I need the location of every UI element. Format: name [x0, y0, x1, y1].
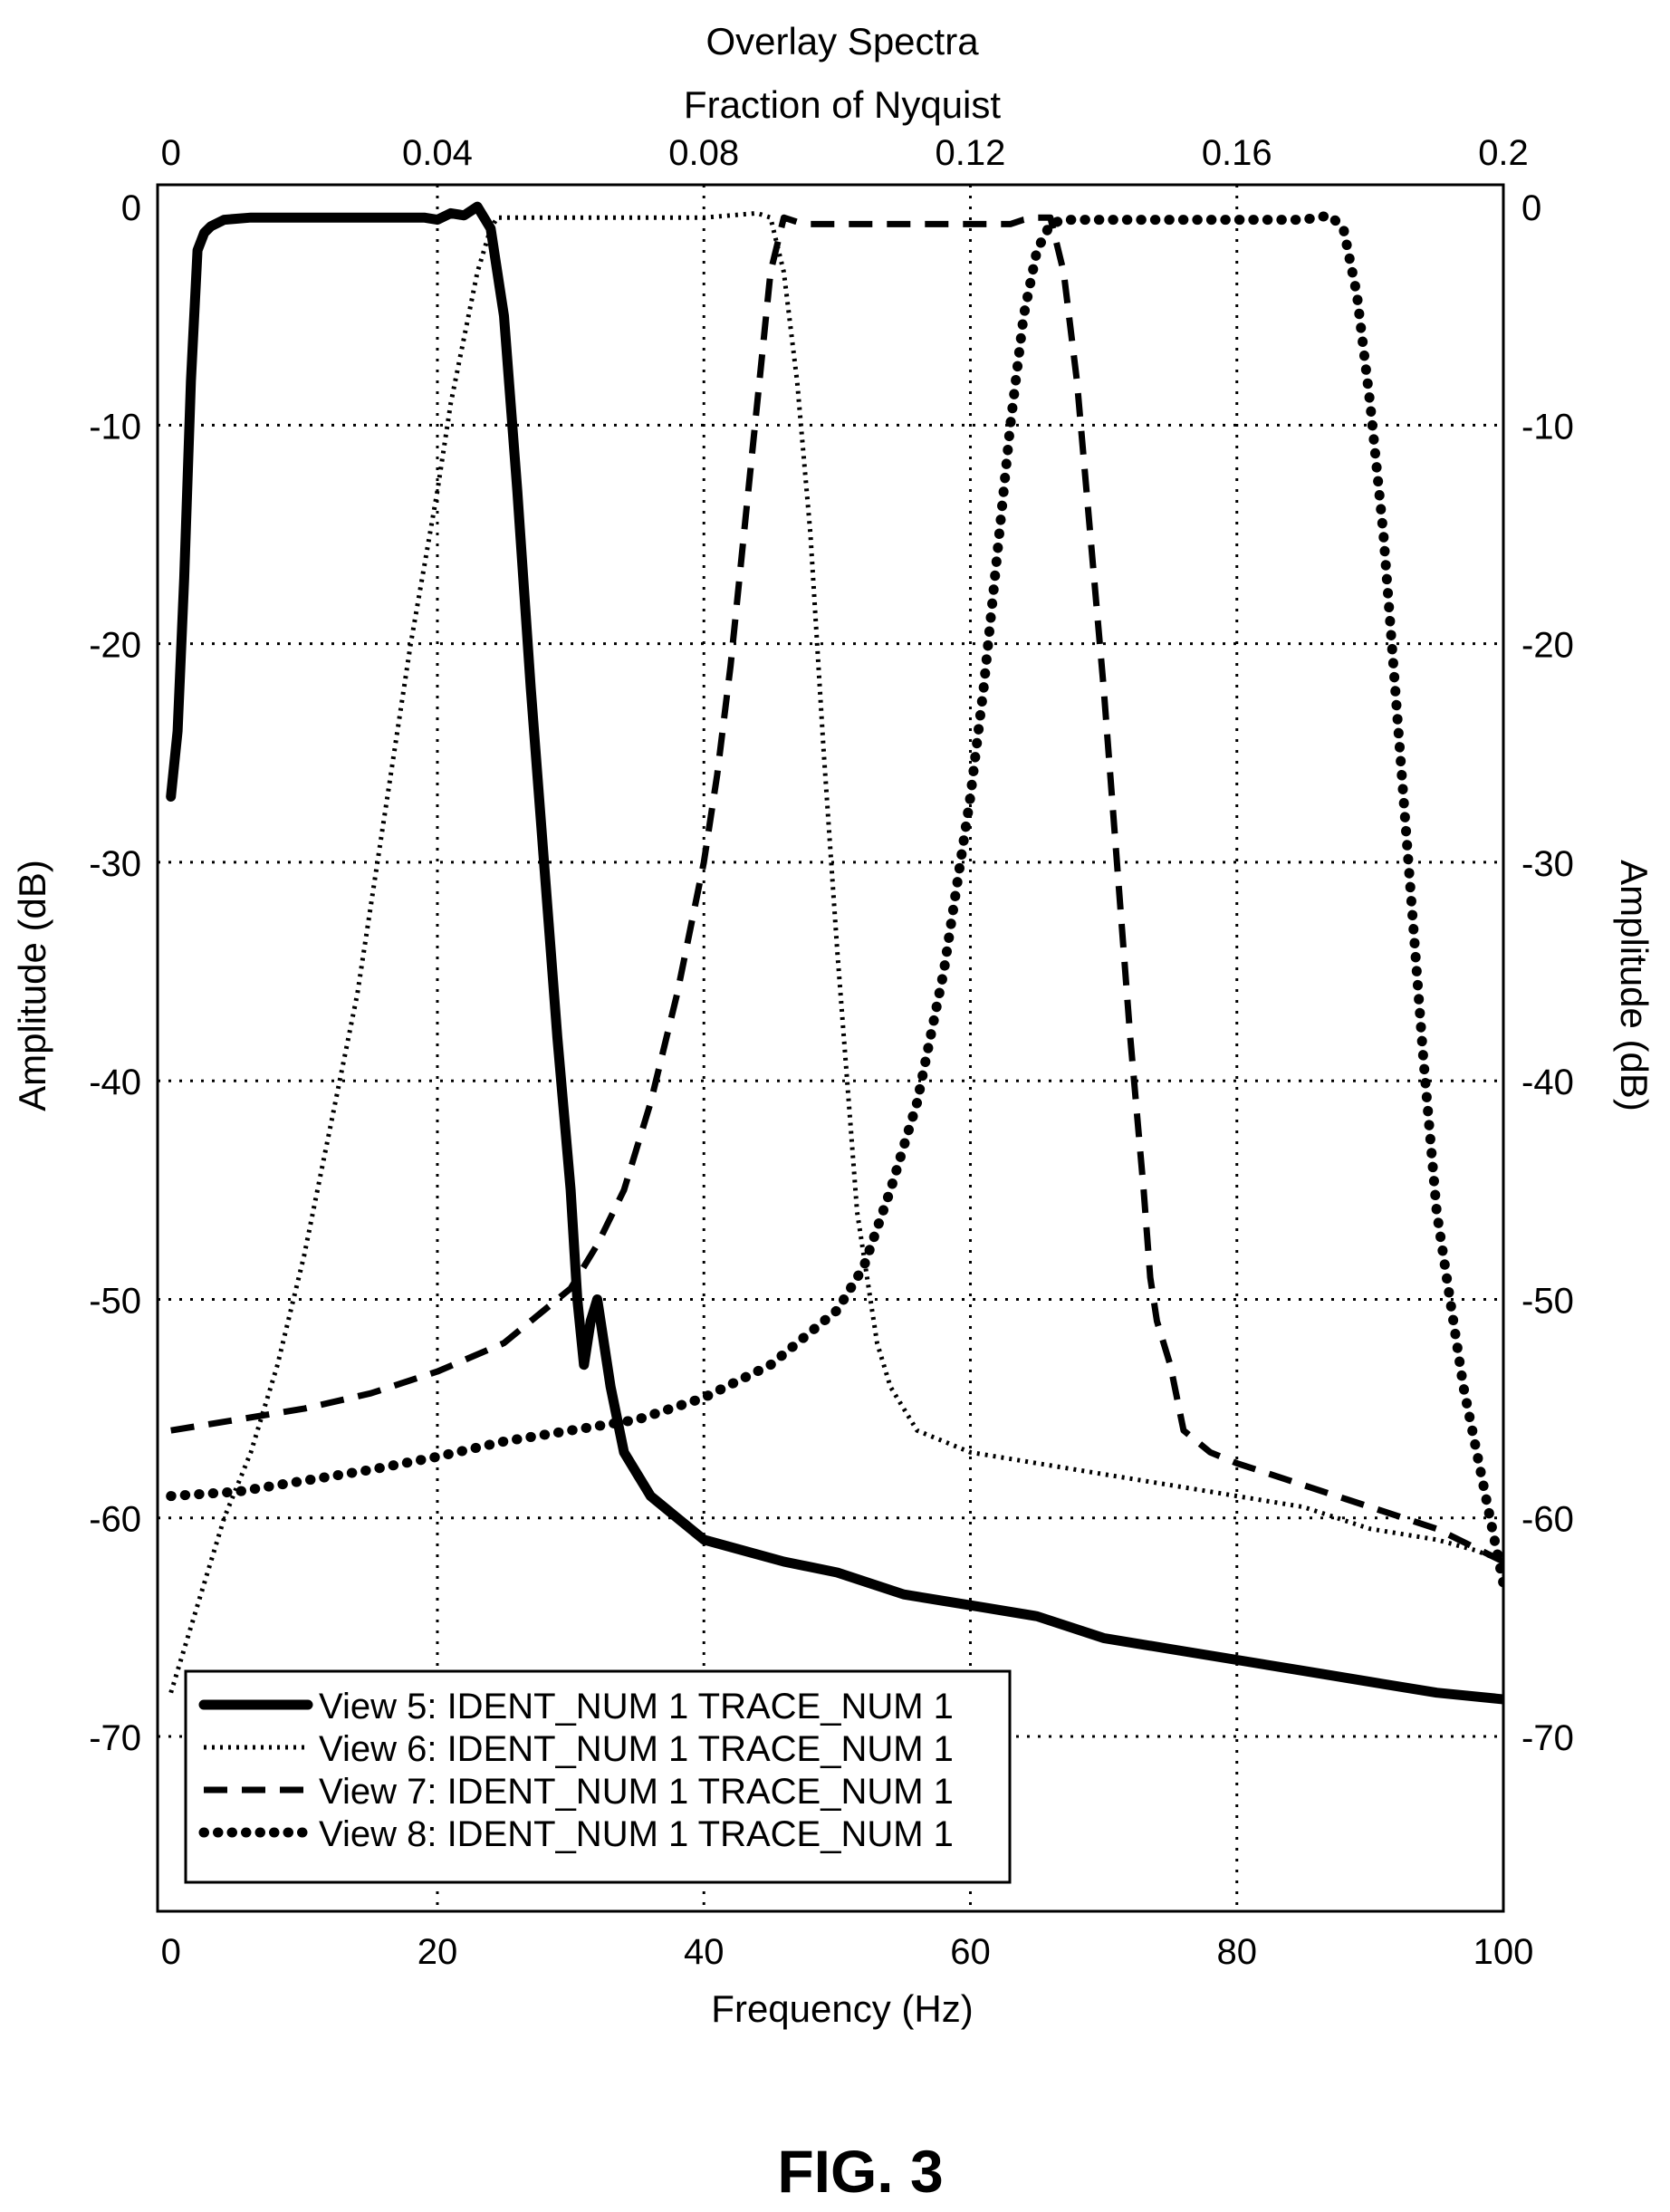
- x-tick-label: 0: [161, 1932, 181, 1972]
- x-tick-label: 20: [418, 1932, 458, 1972]
- y-right-tick-label: -70: [1521, 1718, 1574, 1758]
- legend-label: View 8: IDENT_NUM 1 TRACE_NUM 1: [319, 1814, 954, 1854]
- y-tick-label: -50: [89, 1281, 141, 1321]
- y-right-tick-label: 0: [1521, 188, 1541, 228]
- y-right-tick-label: -30: [1521, 844, 1574, 884]
- top-tick-label: 0.08: [668, 133, 739, 173]
- top-tick-label: 0.2: [1478, 133, 1529, 173]
- legend-label: View 5: IDENT_NUM 1 TRACE_NUM 1: [319, 1687, 954, 1726]
- series-line-view-8: [166, 210, 1503, 1589]
- x-tick-label: 80: [1216, 1932, 1257, 1972]
- plot-area: [156, 183, 1505, 1913]
- y-tick-label: -20: [89, 626, 141, 666]
- top-tick-label: 0: [161, 133, 181, 173]
- grid-lines: [158, 185, 1503, 1911]
- y-tick-label: -10: [89, 407, 141, 447]
- y-axis-right-label: Amplitude (dB): [1613, 860, 1656, 1111]
- y-right-tick-label: -40: [1521, 1063, 1574, 1102]
- top-axis-label: Fraction of Nyquist: [684, 83, 1001, 126]
- y-tick-label: -40: [89, 1063, 141, 1102]
- series-line-view-5: [166, 201, 1503, 1705]
- top-tick-label: 0.04: [402, 133, 473, 173]
- legend-label: View 7: IDENT_NUM 1 TRACE_NUM 1: [319, 1772, 954, 1812]
- top-tick-label: 0.16: [1202, 133, 1272, 173]
- axis-ticks: 0 0-10 -10-20 -20-30 -30-40 -40-50 -50-60 -60-7…: [89, 133, 1574, 1972]
- y-right-tick-label: -60: [1521, 1500, 1574, 1540]
- x-axis-label: Frequency (Hz): [711, 1987, 973, 2030]
- y-axis-label: Amplitude (dB): [11, 860, 53, 1111]
- x-tick-label: 40: [684, 1932, 725, 1972]
- series-layer: [166, 201, 1503, 1705]
- y-tick-label: -70: [89, 1718, 141, 1758]
- figure-label: FIG. 3: [777, 2138, 943, 2205]
- series-line-view-7: [170, 214, 1503, 1565]
- x-tick-label: 60: [950, 1932, 991, 1972]
- y-tick-label: -60: [89, 1500, 141, 1540]
- x-tick-label: 100: [1473, 1932, 1534, 1972]
- chart-title: Overlay Spectra: [705, 20, 979, 63]
- y-tick-label: -30: [89, 844, 141, 884]
- top-tick-label: 0.12: [936, 133, 1006, 173]
- series-line-view-6: [168, 210, 1503, 1694]
- y-right-tick-label: -50: [1521, 1281, 1574, 1321]
- y-tick-label: 0: [121, 188, 141, 228]
- legend-label: View 6: IDENT_NUM 1 TRACE_NUM 1: [319, 1729, 954, 1769]
- y-right-tick-label: -10: [1521, 407, 1574, 447]
- y-right-tick-label: -20: [1521, 626, 1574, 666]
- legend-box: [184, 1669, 1012, 1884]
